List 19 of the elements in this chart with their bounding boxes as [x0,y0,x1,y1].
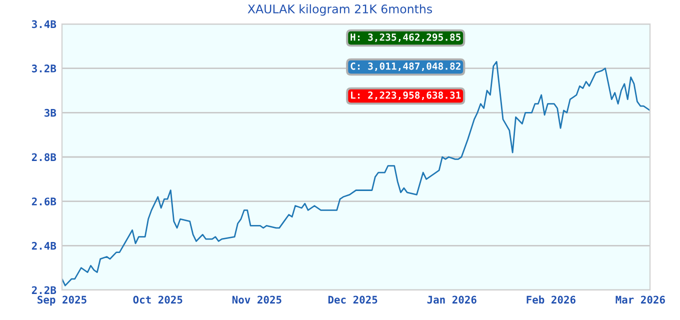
x-tick-label: Mar 2026 [616,296,665,304]
y-tick-label: 3B [44,108,56,117]
x-tick-label: Jan 2026 [427,296,476,304]
annotation: C: 3,011,487,048.82 [350,62,460,72]
x-tick-label: Feb 2026 [526,296,576,304]
y-tick-label: 2.2B [32,286,56,294]
y-tick-label: 2.8B [32,153,56,162]
annotation: L: 2,223,958,638.31 [351,91,461,100]
y-tick-label: 3.2B [32,64,56,72]
y-tick-label: 3.4B [32,20,56,28]
y-tick-label: 2.6B [32,198,56,206]
annotation: H: 3,235,462,295.85 [350,33,461,42]
x-tick-label: Oct 2025 [133,296,182,304]
y-tick-label: 2.4B [32,242,56,250]
line-series [62,60,650,286]
chart-title: XAULAK kilogram 21K 6months [248,4,432,16]
x-tick-label: Sep 2025 [38,296,86,306]
x-tick-label: Nov 2025 [232,296,282,304]
x-tick-label: Dec 2025 [328,296,378,304]
